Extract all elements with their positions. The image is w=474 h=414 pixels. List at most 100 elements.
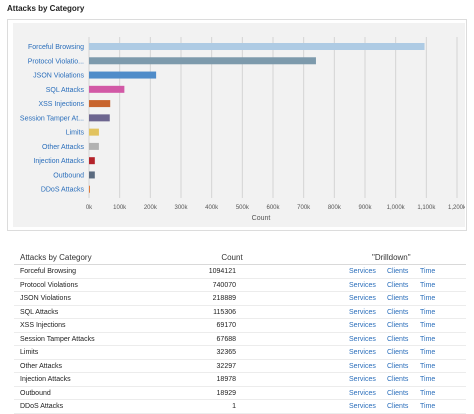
chart-panel: 0k 100k 200k 300k 400k 500k 600k 700k 800k 900k 1,… (7, 19, 467, 231)
clients-link[interactable]: Clients (387, 281, 409, 289)
services-link[interactable]: Services (349, 403, 376, 410)
table-row: XSS Injections 69170 Services Clients Time (14, 319, 466, 333)
x-tick-label: 1,200k (448, 205, 465, 211)
x-tick-label: 1,000k (387, 205, 406, 211)
chart-area: 0k 100k 200k 300k 400k 500k 600k 700k 800k 900k 1,… (13, 23, 465, 227)
row-category: Protocol Violations (20, 281, 78, 289)
time-link[interactable]: Time (420, 308, 436, 316)
time-link[interactable]: Time (420, 322, 436, 329)
clients-link[interactable]: Clients (387, 322, 409, 329)
category-label: Injection Attacks (33, 158, 84, 165)
services-link[interactable]: Services (349, 376, 376, 383)
category-label: Forceful Browsing (28, 44, 84, 51)
x-tick-label: 200k (144, 205, 158, 211)
clients-link[interactable]: Clients (387, 295, 409, 302)
clients-link[interactable]: Clients (387, 403, 409, 410)
bar (89, 185, 90, 193)
time-link[interactable]: Time (420, 268, 436, 275)
category-label: Protocol Violatio... (28, 58, 84, 65)
x-tick-label: 800k (328, 205, 342, 211)
row-category: XSS Injections (20, 322, 66, 329)
table-row: Session Tamper Attacks 67688 Services Clien… (14, 333, 466, 346)
x-tick-label: 1,100k (417, 205, 436, 211)
row-category: Forceful Browsing (20, 268, 77, 275)
category-label: XSS Injections (38, 101, 84, 108)
clients-link[interactable]: Clients (387, 389, 409, 397)
time-link[interactable]: Time (420, 376, 436, 383)
services-link[interactable]: Services (349, 335, 376, 343)
bar (89, 128, 99, 136)
time-link[interactable]: Time (420, 295, 436, 302)
table-row: Other Attacks 32297 Services Clients Time (14, 360, 466, 373)
row-count: 69170 (216, 322, 236, 329)
services-link[interactable]: Services (349, 389, 376, 397)
row-count: 18978 (216, 376, 236, 383)
time-link[interactable]: Time (420, 335, 436, 343)
bar (89, 85, 125, 93)
row-category: Session Tamper Attacks (20, 335, 95, 343)
table-row: JSON Violations 218889 Services Clients Time (14, 292, 466, 306)
services-link[interactable]: Services (349, 308, 376, 316)
services-link[interactable]: Services (349, 362, 376, 370)
row-category: Limits (20, 349, 39, 356)
table-row: Limits 32365 Services Clients Time (14, 346, 466, 360)
x-tick-label: 0k (86, 205, 93, 211)
table-row: Protocol Violations 740070 Services Clients… (14, 279, 466, 292)
x-tick-label: 700k (297, 205, 311, 211)
row-count: 67688 (216, 335, 236, 343)
category-label: JSON Violations (33, 73, 84, 80)
category-label: Session Tamper At... (20, 115, 84, 122)
time-link[interactable]: Time (420, 349, 436, 356)
bar (89, 114, 110, 122)
category-label: Other Attacks (42, 144, 85, 151)
bar (89, 100, 111, 108)
time-link[interactable]: Time (420, 281, 436, 289)
row-count: 32297 (216, 362, 236, 370)
time-link[interactable]: Time (420, 403, 436, 410)
row-count: 1094121 (208, 268, 236, 275)
row-category: JSON Violations (20, 295, 71, 302)
clients-link[interactable]: Clients (387, 376, 409, 383)
x-tick-label: 500k (236, 205, 250, 211)
header-count: Count (221, 253, 243, 262)
row-count: 1 (232, 403, 236, 410)
services-link[interactable]: Services (349, 295, 376, 302)
panel-title: Attacks by Category (7, 4, 85, 13)
services-link[interactable]: Services (349, 322, 376, 329)
row-category: SQL Attacks (20, 308, 59, 316)
bar (89, 71, 157, 79)
table-row: Injection Attacks 18978 Services Clients Tim… (14, 373, 466, 387)
row-count: 218889 (212, 295, 236, 302)
header-drilldown: "Drilldown" (372, 253, 411, 262)
row-count: 115306 (213, 308, 236, 316)
x-tick-label: 300k (174, 205, 188, 211)
row-category: DDoS Attacks (20, 403, 64, 410)
clients-link[interactable]: Clients (387, 308, 409, 316)
clients-link[interactable]: Clients (387, 349, 409, 356)
x-tick-label: 900k (358, 205, 372, 211)
category-label: Limits (66, 130, 85, 137)
services-link[interactable]: Services (349, 349, 376, 356)
x-tick-label: 600k (266, 205, 280, 211)
time-link[interactable]: Time (420, 362, 436, 370)
category-label: DDoS Attacks (41, 187, 85, 194)
x-axis-title: Count (252, 215, 271, 222)
clients-link[interactable]: Clients (387, 268, 409, 275)
row-category: Injection Attacks (20, 376, 71, 383)
x-tick-label: 100k (113, 205, 127, 211)
bar (89, 171, 95, 179)
services-link[interactable]: Services (349, 268, 376, 275)
category-label: Outbound (53, 172, 84, 179)
time-link[interactable]: Time (420, 389, 436, 397)
row-category: Outbound (20, 389, 51, 397)
bar (89, 43, 425, 50)
bar (89, 57, 316, 65)
table-row: SQL Attacks 115306 Services Clients Time (14, 306, 466, 319)
bar (89, 157, 95, 165)
clients-link[interactable]: Clients (387, 362, 409, 370)
bar-chart: 0k 100k 200k 300k 400k 500k 600k 700k 800k 900k 1,… (20, 37, 465, 222)
row-category: Other Attacks (20, 362, 63, 370)
table-header: Attacks by Category Count "Drilldown" (14, 252, 466, 265)
services-link[interactable]: Services (349, 281, 376, 289)
clients-link[interactable]: Clients (387, 335, 409, 343)
